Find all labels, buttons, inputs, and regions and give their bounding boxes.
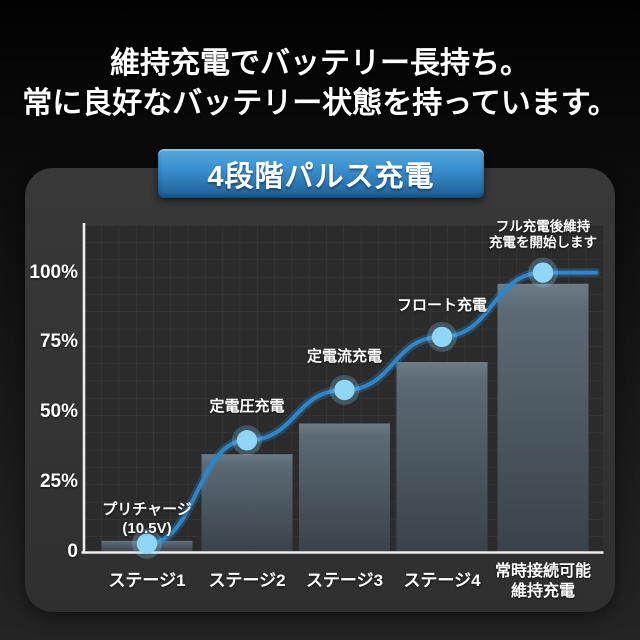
bar-stage3: [299, 423, 390, 552]
chart-title-banner: 4段階パルス充電: [158, 149, 484, 198]
title-line-1: 維持充電でバッテリー長持ち。: [110, 47, 530, 80]
data-point-stage5: [532, 262, 554, 283]
data-point-stage4: [431, 326, 453, 348]
data-point-stage2: [236, 430, 258, 451]
bar-stage2: [201, 454, 293, 552]
data-point-stage1: [136, 533, 158, 554]
data-point-stage3: [334, 379, 355, 401]
title-line-2: 常に良好なバッテリー状態を持っています。: [22, 87, 618, 120]
bar-stage4: [396, 362, 488, 552]
banner-label: 4段階パルス充電: [207, 160, 435, 193]
bar-stage5: [497, 283, 589, 552]
page-title: 維持充電でバッテリー長持ち。 常に良好なバッテリー状態を持っています。: [0, 44, 640, 124]
